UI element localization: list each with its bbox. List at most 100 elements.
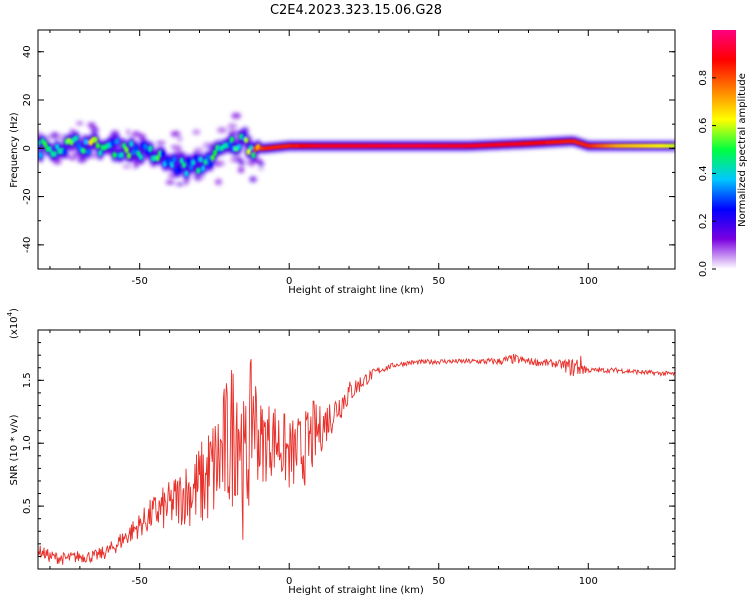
ridge-core — [251, 152, 256, 159]
ridge-core — [181, 161, 187, 169]
snr-panel: -50 0 50 100 0.5 1.0 1.5 Height of straight l… — [6, 308, 676, 596]
speckle — [208, 144, 214, 151]
snr-frame — [37, 329, 676, 570]
speckle — [216, 127, 227, 134]
ridge-core — [148, 145, 153, 152]
x-tick-label: -50 — [132, 276, 148, 287]
x-tick-label: 100 — [579, 276, 598, 287]
speckle — [38, 130, 41, 138]
speckle — [66, 154, 71, 159]
ridge-core — [47, 146, 53, 153]
speckle — [235, 156, 242, 163]
ridge-core — [236, 143, 242, 151]
ridge-core — [138, 153, 144, 161]
speckle — [192, 129, 201, 135]
ridge-core — [86, 148, 91, 156]
ridge-core — [38, 139, 41, 147]
ridge-core — [83, 138, 89, 146]
y-tick-label: 0.5 — [22, 498, 33, 514]
speckle — [231, 112, 241, 119]
colorbar-tick-label: 0.4 — [698, 165, 709, 181]
ridge-core — [38, 152, 43, 159]
speckle — [246, 160, 252, 165]
ridge-core — [208, 161, 213, 168]
colorbar-tick-label: 0.6 — [698, 118, 709, 134]
snr-scale-factor: (x104) — [6, 308, 20, 339]
speckle — [249, 176, 257, 183]
ridge-core — [124, 146, 129, 154]
y-tick-label: 20 — [22, 94, 33, 107]
spectrogram-core — [38, 133, 675, 177]
ridge-core — [243, 136, 249, 144]
spectrogram-halo — [38, 112, 675, 187]
y-tick-label: 1.5 — [22, 372, 33, 388]
snr-y-ticks: 0.5 1.0 1.5 — [22, 329, 675, 570]
speckle — [90, 152, 99, 159]
ridge-core — [203, 158, 208, 166]
spectrogram-panel: -50 0 50 100 -40 -20 0 20 40 Height of straight… — [9, 29, 676, 296]
y-tick-label: -20 — [22, 188, 33, 204]
speckle — [122, 164, 132, 169]
ridge-core — [210, 154, 215, 161]
y-tick-label: 1.0 — [22, 435, 33, 451]
x-tick-label: 100 — [579, 576, 598, 587]
speckle — [69, 156, 76, 161]
speckle — [165, 180, 175, 185]
speckle — [77, 157, 87, 163]
x-tick-label: -50 — [132, 576, 148, 587]
x-tick-label: 50 — [432, 276, 445, 287]
speckle — [133, 162, 138, 169]
ridge-core — [672, 143, 675, 149]
y-tick-label: 0 — [22, 145, 33, 151]
speckle — [257, 167, 264, 171]
ridge-core — [179, 157, 184, 164]
ridge-core — [62, 148, 67, 155]
colorbar-tick-label: 0.2 — [698, 213, 709, 229]
speckle — [177, 136, 183, 142]
ridge-core — [114, 138, 120, 145]
ridge-core — [76, 142, 81, 149]
ridge-core — [248, 144, 254, 151]
spectrogram-image — [38, 112, 675, 187]
ridge-core — [160, 150, 165, 158]
speckle — [76, 121, 84, 126]
snr-scale-suffix: ) — [9, 308, 20, 312]
ridge-core — [205, 154, 211, 161]
colorbar-tick-label: 0.8 — [698, 70, 709, 86]
figure-title: C2E4.2023.323.15.06.G28 — [270, 3, 442, 18]
speckle — [237, 166, 245, 174]
ridge-core — [143, 143, 148, 150]
ridge-core — [169, 161, 175, 169]
snr-y-label: SNR (10 * v/v) — [9, 414, 20, 485]
speckle — [213, 160, 223, 167]
speckle — [50, 132, 60, 139]
ridge-core — [212, 149, 218, 156]
ridge-core — [129, 140, 134, 148]
speckle — [183, 178, 189, 186]
ridge-core — [81, 147, 86, 155]
ridge-core — [184, 170, 189, 177]
y-tick-label: 40 — [22, 45, 33, 58]
ridge-core — [93, 136, 98, 143]
snr-series-line — [38, 353, 675, 565]
spectrogram-x-ticks: -50 0 50 100 — [49, 30, 649, 287]
speckle — [168, 174, 176, 178]
x-tick-label: 0 — [286, 576, 292, 587]
ridge-core — [98, 149, 103, 157]
ridge-core — [112, 151, 117, 159]
y-tick-label: -40 — [22, 237, 33, 253]
snr-x-label: Height of straight line (km) — [288, 585, 424, 596]
speckle — [126, 128, 131, 136]
colorbar: 0.0 0.2 0.4 0.6 0.8 Normalized spectral ampl… — [698, 30, 748, 277]
colorbar-tick-label: 0.0 — [698, 261, 709, 277]
snr-scale-prefix: (x10 — [9, 316, 20, 339]
ridge-core — [200, 165, 206, 172]
snr-x-ticks: -50 0 50 100 — [49, 330, 649, 587]
speckle — [90, 127, 99, 133]
speckle — [227, 123, 238, 130]
colorbar-label: Normalized spectral amplitude — [737, 73, 748, 227]
ridge-core — [198, 156, 203, 163]
ridge-core — [227, 141, 232, 148]
spectrogram-y-ticks: -40 -20 0 20 40 — [22, 45, 675, 270]
